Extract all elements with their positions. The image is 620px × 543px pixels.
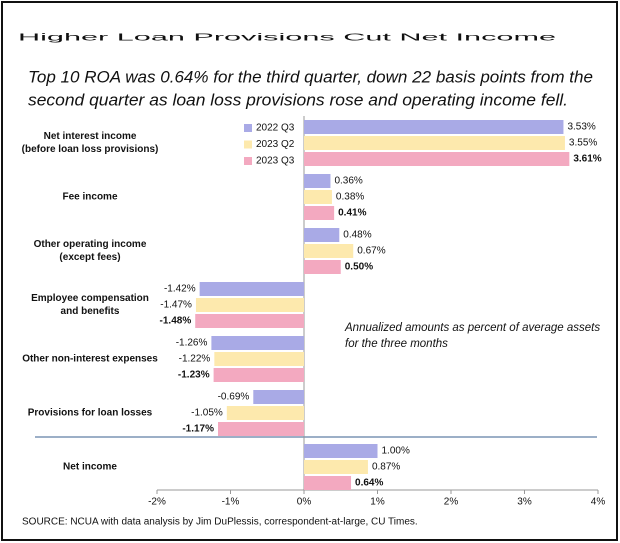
value-label: -1.23% — [178, 370, 210, 381]
value-label: -1.22% — [179, 354, 211, 365]
legend-swatch — [244, 157, 252, 165]
x-tick-label: -2% — [148, 497, 166, 508]
category-label: Other non-interest expenses — [22, 354, 158, 365]
legend-label: 2023 Q3 — [256, 156, 295, 167]
bar — [304, 136, 565, 150]
category-label: Provisions for loan losses — [28, 408, 153, 419]
annotation: for the three months — [345, 338, 448, 350]
value-label: 0.41% — [338, 208, 366, 219]
bar — [304, 476, 352, 490]
bar — [304, 120, 564, 134]
chart-title: Higher Loan Provisions Cut Net Income — [18, 33, 557, 44]
x-tick-label: -1% — [222, 497, 240, 508]
category-label: Fee income — [62, 192, 117, 203]
bar — [304, 444, 378, 458]
subtitle: Top 10 ROA was 0.64% for the third quart… — [28, 67, 593, 86]
value-label: -1.48% — [160, 316, 192, 327]
bar — [304, 260, 341, 274]
bar — [253, 390, 304, 404]
x-tick-label: 4% — [591, 497, 606, 508]
bar — [304, 244, 354, 258]
bar — [304, 190, 332, 204]
value-label: -1.42% — [164, 284, 196, 295]
category-label: (except fees) — [59, 252, 120, 263]
category-label: Net income — [63, 462, 117, 473]
value-label: 0.87% — [372, 462, 400, 473]
value-label: 3.61% — [573, 154, 601, 165]
bar — [218, 422, 304, 436]
source: SOURCE: NCUA with data analysis by Jim D… — [22, 517, 418, 528]
value-label: -1.26% — [176, 338, 208, 349]
category-label: and benefits — [61, 306, 120, 317]
bar — [226, 406, 304, 420]
legend-swatch — [244, 140, 252, 149]
value-label: 3.55% — [569, 138, 597, 149]
value-label: 0.36% — [334, 176, 362, 187]
subtitle: second quarter as loan loss provisions r… — [28, 90, 568, 109]
bar — [304, 174, 331, 188]
x-tick-label: 0% — [297, 497, 312, 508]
bar — [304, 228, 340, 242]
value-label: 0.64% — [355, 478, 383, 489]
value-label: 0.50% — [345, 262, 373, 273]
legend-label: 2022 Q3 — [256, 123, 295, 134]
bar — [199, 282, 304, 296]
value-label: -1.17% — [182, 424, 214, 435]
x-tick-label: 1% — [370, 497, 385, 508]
bar — [304, 206, 335, 220]
value-label: 0.67% — [357, 246, 385, 257]
category-label: Net interest income — [44, 131, 137, 142]
value-label: -1.05% — [191, 408, 223, 419]
bar — [211, 336, 304, 350]
category-label: Employee compensation — [31, 293, 149, 304]
value-label: -1.47% — [160, 300, 192, 311]
bar — [195, 298, 304, 312]
legend-swatch — [244, 124, 252, 132]
value-label: 0.38% — [336, 192, 364, 203]
value-label: -0.69% — [218, 392, 250, 403]
value-label: 1.00% — [382, 446, 410, 457]
value-label: 0.48% — [343, 230, 371, 241]
x-tick-label: 2% — [444, 497, 459, 508]
bar — [214, 352, 304, 366]
bar — [195, 314, 304, 328]
x-tick-label: 3% — [517, 497, 532, 508]
bar — [304, 152, 570, 166]
legend-label: 2023 Q2 — [256, 139, 295, 150]
value-label: 3.53% — [567, 122, 595, 133]
bar — [304, 460, 368, 474]
bar — [213, 368, 304, 382]
category-label: (before loan loss provisions) — [22, 144, 159, 155]
annotation: Annualized amounts as percent of average… — [344, 322, 600, 334]
category-label: Other operating income — [34, 239, 147, 250]
